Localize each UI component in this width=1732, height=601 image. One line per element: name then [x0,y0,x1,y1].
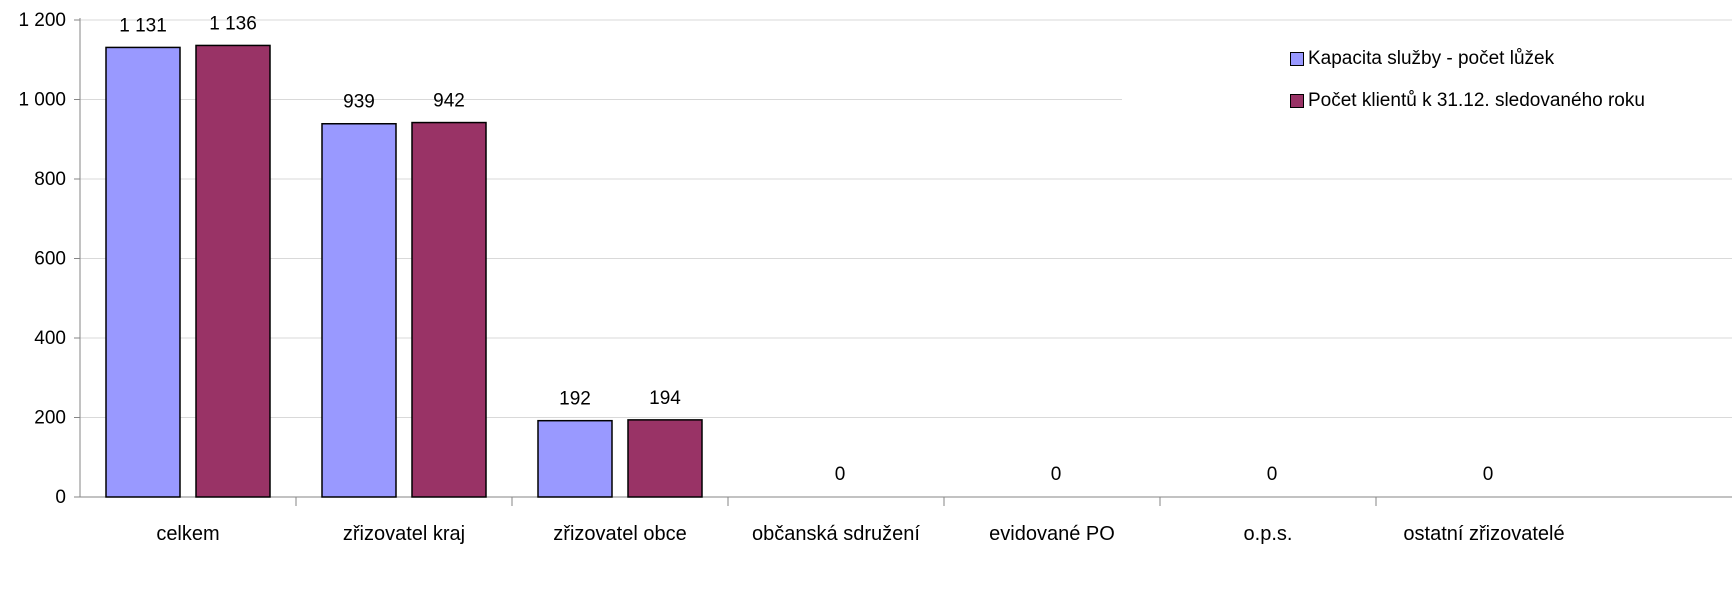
data-label-1-2: 194 [649,388,681,409]
data-label-1-6: 0 [1483,464,1494,485]
bar-1-2 [627,419,703,498]
y-tick-label-200: 200 [34,408,66,429]
legend-swatch-capacity [1290,52,1304,66]
legend-swatch-clients [1290,94,1304,108]
legend-label-clients: Počet klientů k 31.12. sledovaného roku [1308,90,1645,111]
x-tick-label-2: zřizovatel obce [553,523,686,545]
legend: Kapacita služby - počet lůžek Počet klie… [1290,46,1645,130]
y-axis: 0 200 400 600 800 1 000 1 200 [18,10,81,508]
x-tick-label-3: občanská sdružení [752,523,920,545]
bar-0-0 [105,46,181,498]
x-tick-label-6: ostatní zřizovatelé [1403,523,1564,545]
bars [105,44,703,498]
legend-item-capacity: Kapacita služby - počet lůžek [1290,46,1645,72]
x-axis: celkem zřizovatel kraj zřizovatel obce obča… [80,496,1732,545]
data-labels: 1 131 1 136 939 942 192 194 0 0 0 0 [119,13,1493,485]
y-tick-label-1000: 1 000 [18,90,66,111]
bar-1-1 [411,121,487,498]
x-tick-label-4: evidované PO [989,523,1115,545]
y-tick-label-600: 600 [34,249,66,270]
data-label-1-0: 1 136 [209,13,257,34]
legend-label-capacity: Kapacita služby - počet lůžek [1308,48,1555,69]
data-label-1-1: 942 [433,91,465,112]
data-label-1-3: 0 [835,464,846,485]
data-label-1-4: 0 [1051,464,1062,485]
legend-item-clients: Počet klientů k 31.12. sledovaného roku [1290,88,1645,114]
bar-1-0 [195,44,271,498]
x-tick-label-1: zřizovatel kraj [343,523,465,545]
y-tick-label-0: 0 [55,487,66,508]
bar-0-1 [321,122,397,498]
data-label-0-2: 192 [559,389,591,410]
data-label-0-0: 1 131 [119,15,167,36]
x-tick-label-5: o.p.s. [1244,523,1293,545]
y-tick-label-400: 400 [34,328,66,349]
y-tick-label-800: 800 [34,169,66,190]
data-label-1-5: 0 [1267,464,1278,485]
data-label-0-1: 939 [343,92,375,113]
y-tick-label-1200: 1 200 [18,10,66,31]
bar-0-2 [537,419,613,498]
x-tick-label-0: celkem [156,523,219,545]
